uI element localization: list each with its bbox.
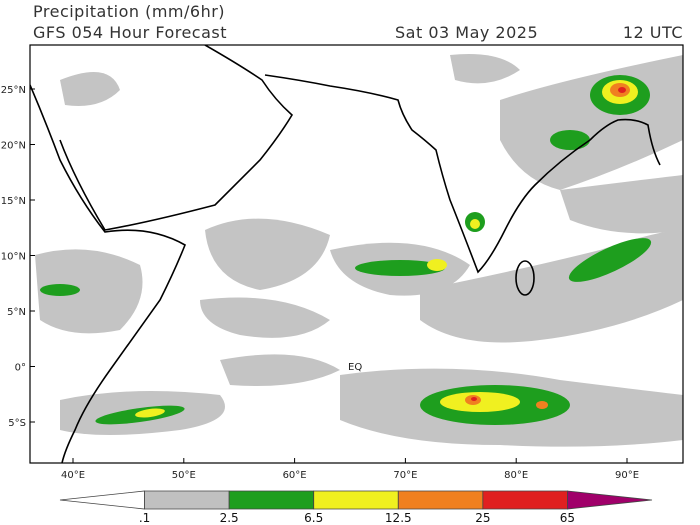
lat-label: 20°N [1, 141, 26, 152]
map: EQ [29, 44, 684, 464]
lat-label: 25°N [1, 85, 26, 96]
colorbar-label: 6.5 [304, 511, 323, 525]
precip-field [35, 54, 683, 447]
colorbar-swatch [59, 490, 145, 510]
title: Precipitation (mm/6hr) [33, 2, 225, 21]
colorbar-swatch [144, 490, 230, 510]
lon-label: 40°E [61, 470, 85, 481]
lon-label: 70°E [393, 470, 417, 481]
lon-label: 50°E [172, 470, 196, 481]
colorbar-swatch [482, 490, 568, 510]
lon-label: 90°E [615, 470, 639, 481]
colorbar-label: 12.5 [385, 511, 412, 525]
date: Sat 03 May 2025 [395, 23, 538, 42]
equator-label: EQ [348, 362, 362, 373]
colorbar-label: 25 [475, 511, 490, 525]
colorbar-label: 2.5 [220, 511, 239, 525]
lat-label: 0° [15, 363, 26, 374]
lat-label: 5°N [7, 307, 26, 318]
colorbar-label: 65 [560, 511, 575, 525]
lon-label: 80°E [504, 470, 528, 481]
colorbar-swatch [567, 490, 653, 510]
lat-label: 5°S [8, 418, 26, 429]
coastline [30, 45, 661, 463]
colorbar-label: .1 [139, 511, 150, 525]
lon-label: 60°E [283, 470, 307, 481]
colorbar-swatch [228, 490, 315, 510]
lat-label: 15°N [1, 196, 26, 207]
colorbar-swatch [313, 490, 399, 510]
lat-label: 10°N [1, 252, 26, 263]
subtitle: GFS 054 Hour Forecast [33, 23, 227, 42]
colorbar-swatch [397, 490, 484, 510]
colorbar: .1 2.5 6.5 12.5 25 65 [59, 490, 653, 525]
map-frame [29, 44, 684, 464]
time: 12 UTC [623, 23, 683, 42]
